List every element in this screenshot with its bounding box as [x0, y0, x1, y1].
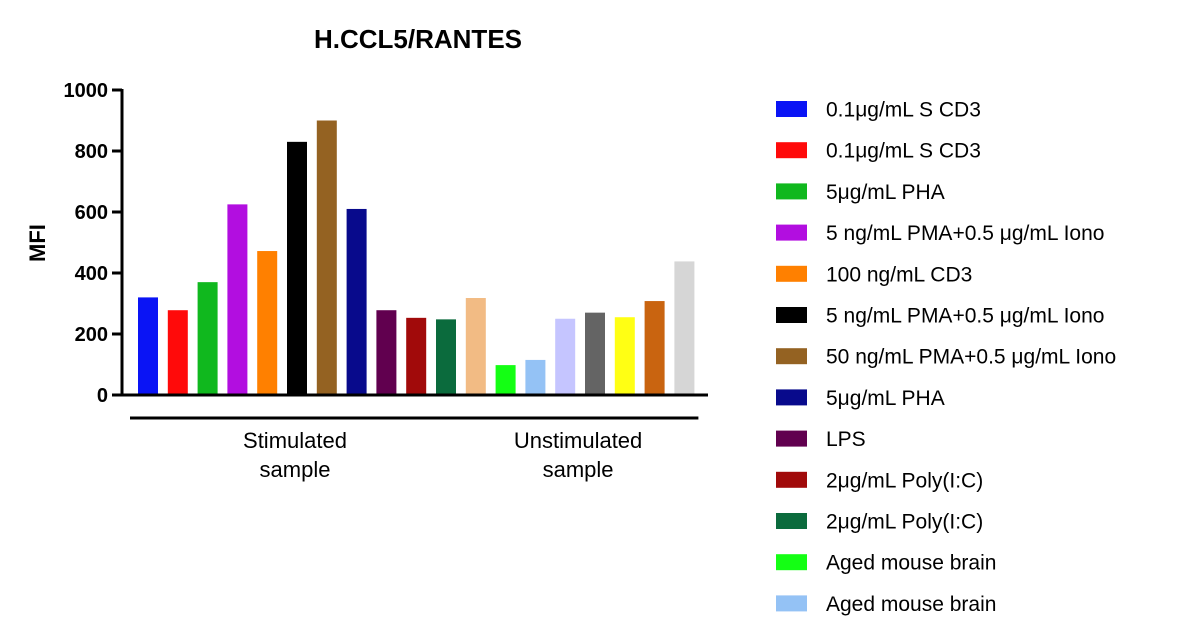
bar — [376, 310, 397, 395]
bar — [674, 261, 695, 395]
bar — [406, 317, 427, 395]
legend-label: LPS — [826, 428, 866, 451]
legend-label: 5 ng/mL PMA+0.5 μg/mL Iono — [826, 305, 1104, 328]
legend-swatch — [776, 348, 807, 365]
bar — [346, 208, 367, 395]
legend-label: Aged mouse brain — [826, 552, 996, 575]
legend-swatch — [776, 101, 807, 117]
group-label: Stimulated — [243, 428, 347, 453]
bars — [138, 120, 695, 395]
legend-label: 5 ng/mL PMA+0.5 μg/mL Iono — [826, 222, 1104, 245]
y-tick-label: 200 — [75, 324, 108, 346]
legend-label: 2μg/mL Poly(I:C) — [826, 469, 983, 492]
bar — [436, 319, 456, 395]
y-tick-label: 0 — [97, 385, 108, 407]
legend-swatch — [776, 307, 807, 323]
legend-swatch — [776, 430, 807, 447]
bar — [614, 317, 635, 395]
legend-label: 5μg/mL PHA — [826, 387, 945, 410]
group-label: sample — [260, 457, 331, 482]
legend-label: 0.1μg/mL S CD3 — [826, 140, 981, 163]
group-label: Unstimulated — [514, 428, 642, 453]
legend-swatch — [776, 554, 807, 571]
legend-swatch — [776, 183, 807, 200]
y-tick-label: 800 — [75, 141, 108, 163]
bar — [555, 318, 576, 395]
legend-swatch — [776, 142, 807, 159]
legend-label: 2μg/mL Poly(I:C) — [826, 511, 983, 534]
y-tick-label: 600 — [75, 202, 108, 224]
y-tick-label: 1000 — [64, 80, 109, 102]
bar — [495, 365, 516, 395]
bar — [465, 298, 486, 395]
group-label: sample — [543, 457, 614, 482]
bar — [167, 310, 188, 395]
bar — [316, 120, 337, 395]
bar — [287, 141, 307, 395]
chart-title: H.CCL5/RANTES — [314, 24, 522, 54]
group-brackets: Stimulated sample Unstimulated sample — [130, 416, 699, 482]
legend-label: Aged mouse brain — [826, 593, 996, 616]
legend: 0.1μg/mL S CD3 0.1μg/mL S CD3 5μg/mL PHA 5 … — [776, 99, 1116, 616]
legend-swatch — [776, 265, 807, 282]
legend-swatch — [776, 513, 807, 529]
bar — [644, 301, 665, 395]
bar — [227, 204, 248, 395]
bar — [257, 251, 278, 395]
legend-label: 5μg/mL PHA — [826, 181, 945, 204]
legend-swatch — [776, 471, 807, 488]
legend-label: 50 ng/mL PMA+0.5 μg/mL Iono — [826, 346, 1116, 369]
bar — [585, 312, 605, 395]
y-tick-label: 400 — [75, 263, 108, 285]
y-axis-label: MFI — [25, 224, 50, 262]
bar — [138, 297, 158, 395]
legend-swatch — [776, 224, 807, 241]
legend-label: 100 ng/mL CD3 — [826, 263, 972, 286]
bar — [197, 282, 218, 395]
y-axis: 0 200 400 600 800 1000 — [64, 80, 124, 407]
legend-swatch — [776, 389, 807, 406]
legend-swatch — [776, 595, 807, 612]
legend-label: 0.1μg/mL S CD3 — [826, 99, 981, 122]
bar — [525, 359, 546, 395]
